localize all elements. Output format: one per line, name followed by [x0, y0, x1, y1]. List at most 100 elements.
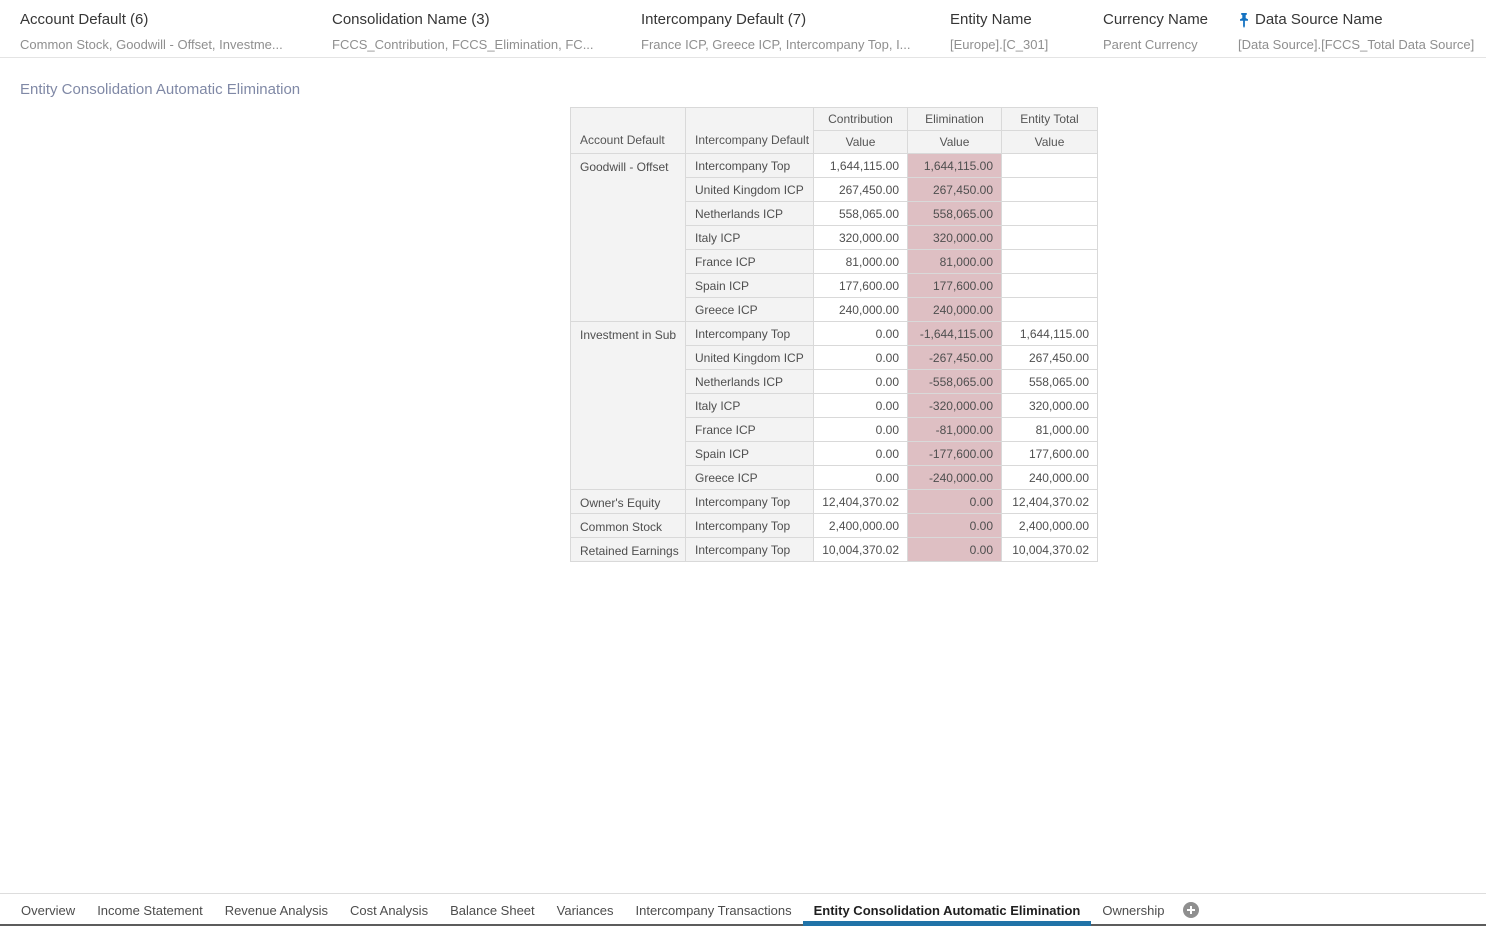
entity-total-value-cell[interactable]: 177,600.00: [1001, 441, 1098, 466]
entity-total-value-cell[interactable]: 12,404,370.02: [1001, 489, 1098, 514]
contribution-value-cell[interactable]: 267,450.00: [813, 177, 908, 202]
table-row: Retained Earnings Intercompany Top 10,004,…: [570, 537, 1098, 562]
filter-label: Data Source Name: [1238, 11, 1474, 29]
pin-icon: [1238, 12, 1250, 28]
add-canvas-button[interactable]: [1183, 894, 1200, 926]
table-row: Spain ICP 0.00 -177,600.00 177,600.00: [571, 441, 1098, 466]
elimination-value-cell[interactable]: 177,600.00: [907, 273, 1002, 298]
tab-overview[interactable]: Overview: [21, 902, 76, 918]
contribution-value-cell[interactable]: 320,000.00: [813, 225, 908, 250]
icp-cell[interactable]: Intercompany Top: [685, 153, 814, 178]
icp-cell[interactable]: Intercompany Top: [685, 537, 814, 562]
icp-cell[interactable]: United Kingdom ICP: [685, 177, 814, 202]
elimination-value-cell[interactable]: -240,000.00: [907, 465, 1002, 490]
contribution-value-cell[interactable]: 177,600.00: [813, 273, 908, 298]
icp-cell[interactable]: United Kingdom ICP: [685, 345, 814, 370]
entity-total-value-cell[interactable]: [1001, 201, 1098, 226]
tab-entity-consolidation-automatic-elimination[interactable]: Entity Consolidation Automatic Eliminati…: [802, 894, 1092, 926]
contribution-value-cell[interactable]: 0.00: [813, 441, 908, 466]
elimination-value-cell[interactable]: -177,600.00: [907, 441, 1002, 466]
elimination-value-cell[interactable]: -320,000.00: [907, 393, 1002, 418]
contribution-value-cell[interactable]: 1,644,115.00: [813, 153, 908, 178]
entity-total-value-cell[interactable]: 10,004,370.02: [1001, 537, 1098, 562]
filter-label: Account Default (6): [20, 11, 283, 29]
entity-total-value-cell[interactable]: [1001, 297, 1098, 322]
entity-total-value-cell[interactable]: 2,400,000.00: [1001, 513, 1098, 538]
entity-total-value-cell[interactable]: 1,644,115.00: [1001, 321, 1098, 346]
icp-cell[interactable]: Italy ICP: [685, 225, 814, 250]
table-row: Italy ICP 320,000.00 320,000.00: [571, 225, 1098, 250]
elimination-value-cell[interactable]: 0.00: [907, 513, 1002, 538]
contribution-value-cell[interactable]: 0.00: [813, 321, 908, 346]
elimination-value-cell[interactable]: 0.00: [907, 489, 1002, 514]
tab-intercompany-transactions[interactable]: Intercompany Transactions: [635, 902, 792, 918]
icp-cell[interactable]: Intercompany Top: [685, 489, 814, 514]
account-cell[interactable]: Owner's Equity: [570, 489, 686, 514]
entity-total-value-cell[interactable]: 558,065.00: [1001, 369, 1098, 394]
contribution-value-cell[interactable]: 81,000.00: [813, 249, 908, 274]
icp-cell[interactable]: Spain ICP: [685, 441, 814, 466]
contribution-value-cell[interactable]: 0.00: [813, 417, 908, 442]
account-cell[interactable]: Investment in Sub: [570, 321, 686, 490]
elimination-value-cell[interactable]: -558,065.00: [907, 369, 1002, 394]
icp-cell[interactable]: Italy ICP: [685, 393, 814, 418]
entity-total-value-cell[interactable]: [1001, 177, 1098, 202]
elimination-value-cell[interactable]: 240,000.00: [907, 297, 1002, 322]
icp-cell[interactable]: Greece ICP: [685, 465, 814, 490]
contribution-value-cell[interactable]: 12,404,370.02: [813, 489, 908, 514]
icp-cell[interactable]: Spain ICP: [685, 273, 814, 298]
icp-cell[interactable]: Greece ICP: [685, 297, 814, 322]
entity-total-value-cell[interactable]: 320,000.00: [1001, 393, 1098, 418]
elimination-value-cell[interactable]: -267,450.00: [907, 345, 1002, 370]
contribution-value-cell[interactable]: 0.00: [813, 393, 908, 418]
tab-ownership[interactable]: Ownership: [1102, 902, 1165, 918]
contribution-value-cell[interactable]: 0.00: [813, 369, 908, 394]
filter-intercompany-default-7[interactable]: Intercompany Default (7) France ICP, Gree…: [641, 11, 911, 52]
account-cell[interactable]: Goodwill - Offset: [570, 153, 686, 322]
entity-total-value-cell[interactable]: [1001, 249, 1098, 274]
entity-total-value-cell[interactable]: 240,000.00: [1001, 465, 1098, 490]
icp-cell[interactable]: Intercompany Top: [685, 513, 814, 538]
icp-cell[interactable]: France ICP: [685, 249, 814, 274]
contribution-value-cell[interactable]: 2,400,000.00: [813, 513, 908, 538]
contribution-value-cell[interactable]: 10,004,370.02: [813, 537, 908, 562]
contribution-value-cell[interactable]: 0.00: [813, 465, 908, 490]
entity-total-value-cell[interactable]: [1001, 225, 1098, 250]
elimination-value-cell[interactable]: -1,644,115.00: [907, 321, 1002, 346]
elimination-value-cell[interactable]: 81,000.00: [907, 249, 1002, 274]
icp-cell[interactable]: Netherlands ICP: [685, 369, 814, 394]
entity-total-value-cell[interactable]: [1001, 273, 1098, 298]
tab-revenue-analysis[interactable]: Revenue Analysis: [224, 902, 329, 918]
elimination-value-cell[interactable]: 0.00: [907, 537, 1002, 562]
tab-balance-sheet[interactable]: Balance Sheet: [450, 902, 535, 918]
filter-value: [Data Source].[FCCS_Total Data Source]: [1238, 37, 1475, 52]
entity-total-value-cell[interactable]: [1001, 153, 1098, 178]
elimination-value-cell[interactable]: 320,000.00: [907, 225, 1002, 250]
filter-currency-name[interactable]: Currency Name Parent Currency: [1103, 11, 1208, 52]
table-row: United Kingdom ICP 0.00 -267,450.00 267,450…: [571, 345, 1098, 370]
filter-label: Currency Name: [1103, 11, 1208, 29]
filter-label: Intercompany Default (7): [641, 11, 911, 29]
filter-entity-name[interactable]: Entity Name [Europe].[C_301]: [950, 11, 1048, 52]
elimination-value-cell[interactable]: 558,065.00: [907, 201, 1002, 226]
elimination-value-cell[interactable]: 1,644,115.00: [907, 153, 1002, 178]
elimination-value-cell[interactable]: 267,450.00: [907, 177, 1002, 202]
icp-cell[interactable]: Intercompany Top: [685, 321, 814, 346]
tab-cost-analysis[interactable]: Cost Analysis: [350, 902, 429, 918]
contribution-value-cell[interactable]: 0.00: [813, 345, 908, 370]
filter-consolidation-name-3[interactable]: Consolidation Name (3) FCCS_Contribution,…: [332, 11, 594, 52]
icp-cell[interactable]: Netherlands ICP: [685, 201, 814, 226]
filter-data-source-name[interactable]: Data Source Name [Data Source].[FCCS_Tota…: [1238, 11, 1474, 52]
tab-variances[interactable]: Variances: [556, 902, 614, 918]
contribution-value-cell[interactable]: 240,000.00: [813, 297, 908, 322]
table-row: France ICP 81,000.00 81,000.00: [571, 249, 1098, 274]
entity-total-value-cell[interactable]: 267,450.00: [1001, 345, 1098, 370]
icp-cell[interactable]: France ICP: [685, 417, 814, 442]
elimination-value-cell[interactable]: -81,000.00: [907, 417, 1002, 442]
contribution-value-cell[interactable]: 558,065.00: [813, 201, 908, 226]
account-cell[interactable]: Retained Earnings: [570, 537, 686, 562]
tab-income-statement[interactable]: Income Statement: [97, 902, 203, 918]
filter-account-default-6[interactable]: Account Default (6) Common Stock, Goodwil…: [20, 11, 283, 52]
entity-total-value-cell[interactable]: 81,000.00: [1001, 417, 1098, 442]
account-cell[interactable]: Common Stock: [570, 513, 686, 538]
